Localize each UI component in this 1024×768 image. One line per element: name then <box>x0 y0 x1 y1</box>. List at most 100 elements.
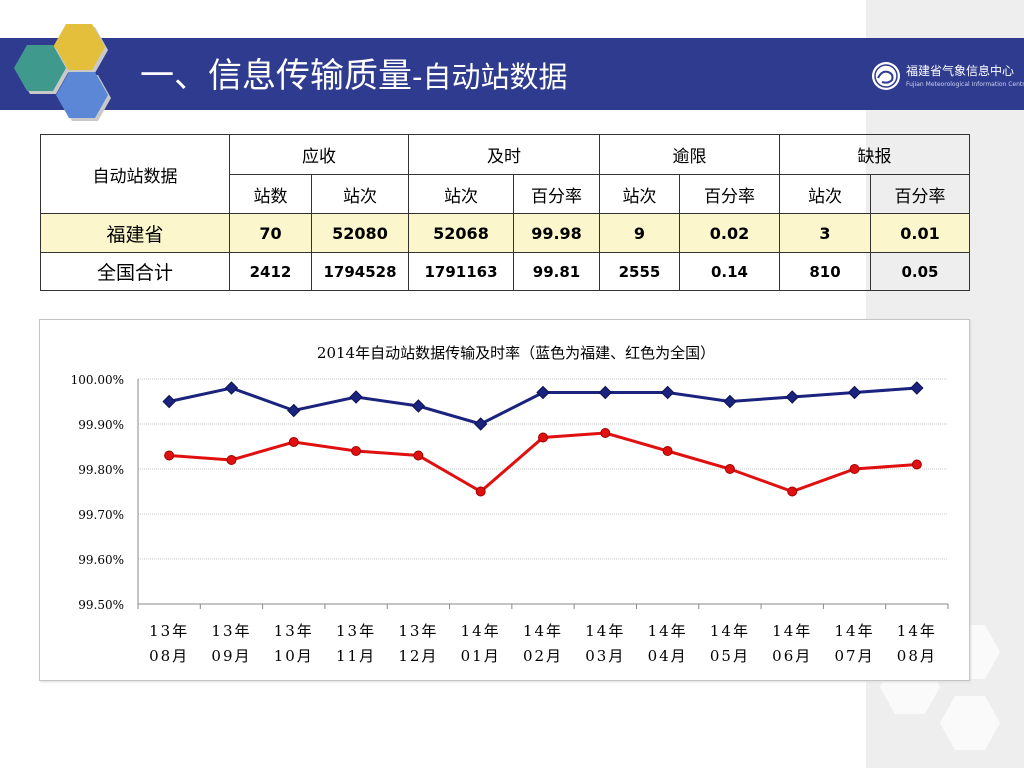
group-header-overdue: 逾限 <box>599 134 780 175</box>
table-header-row: 自动站数据 应收 及时 逾限 缺报 <box>40 134 970 214</box>
x-tick-label-month: 07月 <box>834 647 874 665</box>
y-tick-label: 99.60% <box>78 553 124 567</box>
subheader-cell: 百分率 <box>870 174 970 214</box>
table-row-national: 全国合计 2412 1794528 1791163 99.81 2555 0.1… <box>40 252 970 291</box>
x-tick-label-month: 02月 <box>523 647 563 665</box>
y-tick-label: 99.80% <box>78 463 124 477</box>
table-cell: 1791163 <box>408 252 514 291</box>
x-tick-label-month: 11月 <box>336 647 376 665</box>
x-tick-label-month: 06月 <box>772 647 812 665</box>
x-tick-label-year: 14年 <box>461 622 501 640</box>
data-point <box>413 450 424 461</box>
data-point <box>849 464 860 474</box>
x-tick-label-month: 05月 <box>710 647 750 665</box>
subheader-cell: 百分率 <box>513 174 600 214</box>
x-tick-label-year: 14年 <box>834 622 874 640</box>
y-tick-label: 99.50% <box>78 598 124 612</box>
table-cell: 2412 <box>229 252 312 291</box>
data-point <box>287 403 301 418</box>
data-point <box>785 390 799 404</box>
timeliness-line-chart: 2014年自动站数据传输及时率（蓝色为福建、红色为全国） 99.50% 99.60… <box>71 344 949 665</box>
y-tick-label: 99.70% <box>78 508 124 522</box>
x-tick-label-year: 13年 <box>336 622 376 640</box>
x-tick-label-month: 03月 <box>585 647 625 665</box>
table-cell: 70 <box>229 213 312 253</box>
logo-english-name: Fujian Meteorological Information Centre <box>906 81 1024 88</box>
table-cell: 52068 <box>408 213 514 253</box>
data-point <box>911 459 922 470</box>
table-subheader-row: 站数 站次 站次 百分率 站次 百分率 站次 百分率 <box>41 174 970 214</box>
data-point <box>351 446 362 456</box>
x-tick-label-month: 04月 <box>648 647 688 665</box>
data-point <box>538 432 548 443</box>
subheader-cell: 站次 <box>779 174 871 214</box>
x-tick-label-year: 13年 <box>398 622 438 640</box>
x-tick-label-year: 14年 <box>772 622 812 640</box>
data-point <box>662 446 673 456</box>
y-tick-label: 99.90% <box>78 418 124 432</box>
subheader-cell: 站数 <box>229 174 312 214</box>
data-point <box>288 437 299 447</box>
subheader-cell: 站次 <box>311 174 409 214</box>
x-tick-label-month: 08月 <box>149 647 189 665</box>
table-row-fujian: 福建省 70 52080 52068 99.98 9 0.02 3 0.01 <box>40 213 970 253</box>
x-tick-label-year: 14年 <box>710 622 750 640</box>
x-tick-label-year: 13年 <box>274 622 314 640</box>
chart-frame: 2014年自动站数据传输及时率（蓝色为福建、红色为全国） 99.50% 99.60… <box>39 319 970 681</box>
data-point <box>660 385 675 400</box>
data-point <box>226 455 237 465</box>
data-point <box>475 486 486 497</box>
data-point <box>162 394 176 409</box>
x-tick-label-month: 08月 <box>897 647 937 665</box>
data-point <box>536 385 550 400</box>
subheader-cell: 站次 <box>599 174 680 214</box>
table-cell: 810 <box>779 252 871 291</box>
group-header-timely: 及时 <box>408 134 600 175</box>
table-cell: 99.98 <box>513 213 600 253</box>
x-tick-label-month: 01月 <box>461 647 501 665</box>
x-tick-label-year: 13年 <box>149 622 189 640</box>
row-label: 全国合计 <box>40 252 230 291</box>
group-header-missing: 缺报 <box>779 134 970 175</box>
data-point <box>724 464 735 474</box>
row-label: 福建省 <box>40 213 230 253</box>
data-point <box>847 385 862 400</box>
table-cell: 2555 <box>599 252 680 291</box>
table-cell: 0.01 <box>870 213 970 253</box>
x-tick-label-year: 14年 <box>585 622 625 640</box>
title-sub: -自动站数据 <box>412 60 568 94</box>
x-tick-label-month: 12月 <box>398 647 438 665</box>
y-axis-ticks: 99.50% 99.60% 99.70% 99.80% 99.90% 100.00% <box>71 373 124 612</box>
station-data-table: 自动站数据 应收 及时 逾限 缺报 站数 站次 站次 百分率 站次 百分率 站次… <box>40 134 970 291</box>
hexagon-logo-icon <box>14 24 111 121</box>
x-tick-label-month: 09月 <box>211 647 251 665</box>
chart-series <box>162 381 924 497</box>
x-tick-label-year: 14年 <box>648 622 688 640</box>
data-point <box>723 394 737 409</box>
data-point <box>598 385 613 400</box>
subheader-cell: 百分率 <box>679 174 780 214</box>
table-cell: 52080 <box>311 213 409 253</box>
cma-logo-icon <box>872 62 900 90</box>
x-tick-label-month: 10月 <box>274 647 314 665</box>
title-bar <box>0 38 866 110</box>
table-cell: 0.05 <box>870 252 970 291</box>
table-cell: 1794528 <box>311 252 409 291</box>
data-point <box>411 399 426 413</box>
logo-name: 福建省气象信息中心 <box>906 64 1015 78</box>
data-point <box>473 417 488 431</box>
title-main: 一、信息传输质量 <box>140 56 412 96</box>
page-title: 一、信息传输质量-自动站数据 <box>140 56 567 97</box>
data-point <box>164 450 175 461</box>
chart-title: 2014年自动站数据传输及时率（蓝色为福建、红色为全国） <box>317 344 715 362</box>
data-point <box>787 486 798 497</box>
x-tick-label-year: 14年 <box>897 622 937 640</box>
table-cell: 0.14 <box>679 252 780 291</box>
table-cell: 0.02 <box>679 213 780 253</box>
data-point <box>600 428 611 438</box>
group-header-received: 应收 <box>229 134 409 175</box>
table-cell: 99.81 <box>513 252 600 291</box>
table-cell: 3 <box>779 213 871 253</box>
data-point <box>910 381 924 395</box>
y-tick-label: 100.00% <box>71 373 124 387</box>
